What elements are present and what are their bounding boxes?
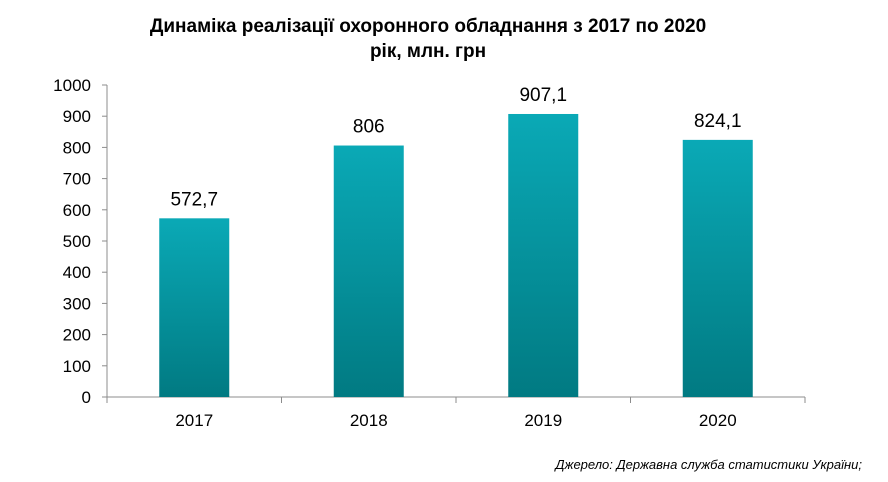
bar-2018 bbox=[333, 145, 404, 397]
source-note: Джерело: Державна служба статистики Укра… bbox=[555, 457, 862, 472]
bar-2017 bbox=[159, 218, 230, 397]
y-tick-label: 800 bbox=[63, 138, 91, 157]
y-tick-label: 1000 bbox=[53, 76, 91, 95]
x-tick-label: 2018 bbox=[350, 411, 388, 430]
data-label: 907,1 bbox=[519, 85, 567, 106]
y-tick-label: 300 bbox=[63, 294, 91, 313]
y-tick-label: 900 bbox=[63, 107, 91, 126]
data-label: 824,1 bbox=[694, 111, 742, 132]
bar-2020 bbox=[682, 139, 753, 397]
chart-title: Динаміка реалізації охоронного обладнанн… bbox=[0, 14, 856, 64]
x-tick-label: 2020 bbox=[699, 411, 737, 430]
y-tick-label: 0 bbox=[82, 388, 91, 407]
data-label: 806 bbox=[353, 117, 385, 138]
bar-2019 bbox=[508, 113, 579, 397]
y-tick-label: 600 bbox=[63, 201, 91, 220]
x-tick-label: 2019 bbox=[524, 411, 562, 430]
y-tick-label: 400 bbox=[63, 263, 91, 282]
y-tick-label: 700 bbox=[63, 170, 91, 189]
chart-title-line-2: рік, млн. грн bbox=[369, 41, 487, 62]
x-tick-label: 2017 bbox=[175, 411, 213, 430]
y-tick-label: 500 bbox=[63, 232, 91, 251]
data-label: 572,7 bbox=[170, 189, 218, 210]
chart-title-line-1: Динаміка реалізації охоронного обладнанн… bbox=[149, 16, 707, 37]
y-tick-label: 100 bbox=[63, 357, 91, 376]
y-tick-label: 200 bbox=[63, 326, 91, 345]
